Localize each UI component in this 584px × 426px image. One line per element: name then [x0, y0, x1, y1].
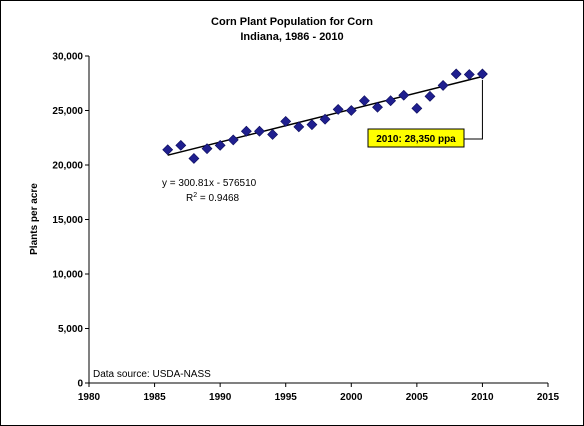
- data-point: [240, 125, 252, 137]
- r-squared-prefix: R: [186, 193, 193, 204]
- data-point: [267, 129, 279, 140]
- callout-box: [367, 128, 465, 148]
- y-tick-label: 20,000: [52, 161, 83, 172]
- y-tick-label: 10,000: [52, 270, 83, 281]
- data-point: [162, 144, 174, 156]
- chart-subtitle: Indiana, 1986 - 2010: [240, 31, 343, 43]
- data-point: [254, 125, 265, 137]
- y-tick-label: 0: [77, 379, 83, 390]
- data-point: [214, 139, 226, 151]
- r-squared-superscript: 2: [193, 192, 197, 199]
- data-point: [306, 119, 318, 131]
- trend-equation: y = 300.81x - 576510: [162, 178, 257, 189]
- callout: 2010: 28,350 ppa: [367, 79, 483, 148]
- data-point: [188, 153, 200, 164]
- y-axis-label: Plants per acre: [29, 183, 40, 255]
- data-point: [385, 95, 397, 107]
- x-tick-label: 2000: [340, 392, 363, 403]
- data-point: [227, 134, 239, 146]
- x-tick-label: 2005: [406, 392, 429, 403]
- x-tick-label: 1995: [275, 392, 298, 403]
- data-point: [319, 113, 331, 125]
- data-point: [450, 68, 462, 80]
- x-tick-label: 1980: [78, 392, 101, 403]
- data-point: [411, 102, 423, 114]
- data-point: [372, 101, 383, 113]
- callout-label: 2010: 28,350 ppa: [376, 134, 456, 145]
- callout-leader-line: [464, 79, 483, 140]
- x-tick-label: 1985: [143, 392, 166, 403]
- data-point: [358, 95, 370, 107]
- data-point: [175, 139, 187, 151]
- data-point: [201, 143, 213, 155]
- y-tick-label: 5,000: [58, 324, 83, 335]
- y-tick-label: 25,000: [52, 106, 83, 117]
- data-points: [162, 68, 488, 164]
- data-point: [437, 80, 449, 91]
- x-tick-label: 1990: [209, 392, 232, 403]
- data-point: [463, 69, 475, 80]
- x-ticks: 1980 1985 1990 1995 2000 2005 2010 2015: [78, 383, 560, 403]
- data-point: [398, 89, 410, 101]
- data-point: [477, 68, 488, 80]
- r-squared-value: = 0.9468: [197, 193, 239, 204]
- y-ticks: 0 5,000 10,000 15,000 20,000 25,000 30,000: [52, 52, 89, 390]
- data-point: [280, 115, 292, 127]
- y-tick-label: 15,000: [52, 215, 83, 226]
- data-point: [424, 90, 436, 102]
- chart-title: Corn Plant Population for Corn: [211, 16, 373, 28]
- data-point: [332, 103, 344, 115]
- data-source-note: Data source: USDA-NASS: [93, 369, 211, 380]
- data-point: [345, 105, 357, 116]
- x-tick-label: 2015: [537, 392, 560, 403]
- r-squared: R2 = 0.9468: [186, 192, 240, 204]
- y-tick-label: 30,000: [52, 52, 83, 63]
- x-tick-label: 2010: [471, 392, 494, 403]
- data-point: [293, 121, 305, 133]
